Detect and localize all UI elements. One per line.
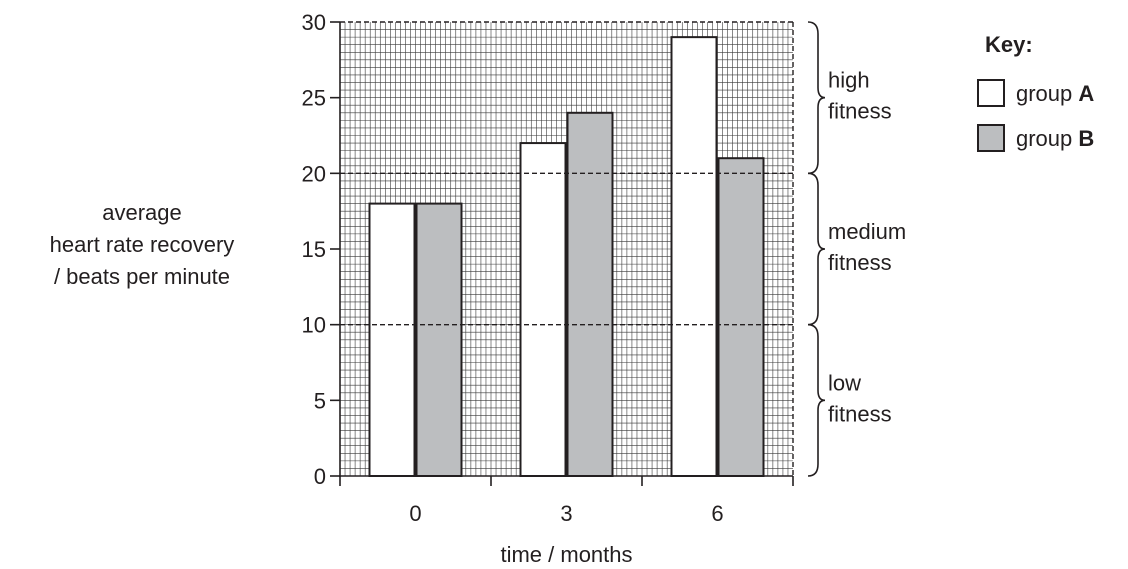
x-tick-label: 6 (711, 501, 723, 526)
legend-title: Key: (985, 32, 1033, 57)
legend: Key: group A group B (977, 32, 1094, 152)
axes: 0 5 10 15 20 25 30 0 3 6 (302, 10, 794, 526)
legend-label-B: group B (1016, 126, 1094, 151)
band-label-high: high fitness (828, 68, 892, 124)
y-tick-label: 5 (314, 388, 326, 413)
x-axis-title: time / months (500, 542, 632, 567)
bar-group-a-6 (670, 36, 718, 478)
bars (368, 36, 765, 478)
bar-group-b-3 (566, 111, 614, 478)
y-tick-label: 20 (302, 161, 326, 186)
legend-label-A: group A (1016, 81, 1094, 106)
y-tick-label: 10 (302, 313, 326, 338)
y-axis-title: average heart rate recovery / beats per mi… (50, 200, 235, 289)
brace-medium (807, 172, 826, 326)
band-label-medium: medium fitness (828, 219, 906, 275)
x-tick-label: 0 (409, 501, 421, 526)
bar-group-a-3 (519, 142, 567, 477)
y-tick-label: 15 (302, 237, 326, 262)
legend-swatch-B (977, 124, 1005, 152)
brace-low (807, 323, 826, 477)
fitness-bands: high fitness medium fitness low fitness (807, 21, 906, 477)
band-label-low: low fitness (828, 370, 892, 426)
x-tick-label: 3 (560, 501, 572, 526)
y-tick-label: 0 (314, 464, 326, 489)
brace-high (807, 21, 826, 175)
bar-group-b-6 (717, 157, 765, 477)
bar-group-a-0 (368, 202, 416, 477)
y-tick-label: 25 (302, 86, 326, 111)
axis-labels: average heart rate recovery / beats per mi… (50, 200, 633, 567)
legend-swatch-A (977, 79, 1005, 107)
bar-group-b-0 (415, 202, 463, 477)
y-tick-label: 30 (302, 10, 326, 35)
